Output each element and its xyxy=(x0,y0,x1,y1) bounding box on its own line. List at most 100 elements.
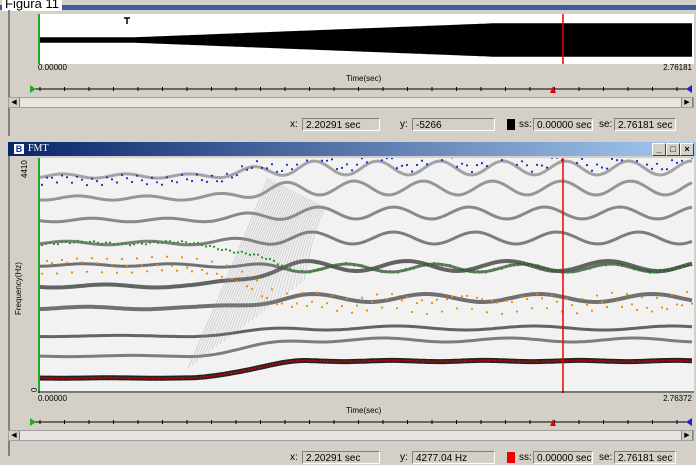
maximize-button[interactable]: □ xyxy=(666,143,680,156)
formant-point xyxy=(173,242,175,244)
formant-point xyxy=(689,263,691,265)
formant-point xyxy=(86,271,88,273)
formant-point xyxy=(646,307,648,309)
formant-point xyxy=(573,271,575,273)
formant-point xyxy=(542,360,544,362)
formant-point xyxy=(629,266,631,268)
formant-point xyxy=(308,360,310,362)
formant-point xyxy=(481,162,483,164)
formant-point xyxy=(104,377,106,379)
formant-point xyxy=(485,359,487,361)
formant-point xyxy=(326,360,328,362)
minimize-button[interactable]: _ xyxy=(652,143,666,156)
y-label: y: xyxy=(400,119,408,130)
formant-point xyxy=(599,360,601,362)
scroll-right[interactable]: ▶ xyxy=(681,431,693,440)
formant-point xyxy=(186,266,188,268)
formant-point xyxy=(616,300,618,302)
formant-point xyxy=(311,360,313,362)
formant-point xyxy=(501,313,503,315)
formant-point xyxy=(445,264,447,266)
formant-point xyxy=(657,270,659,272)
formant-point xyxy=(196,173,198,175)
formant-point xyxy=(449,360,451,362)
formant-point xyxy=(41,273,43,275)
formant-point xyxy=(126,177,128,179)
formant-point xyxy=(651,310,653,312)
formant-point xyxy=(426,313,428,315)
formant-point xyxy=(521,262,523,264)
formant-point xyxy=(206,181,208,183)
scrollbar[interactable]: ◀▶ xyxy=(8,430,694,441)
formant-point xyxy=(369,268,371,270)
formant-point xyxy=(417,265,419,267)
scrollbar[interactable]: ◀▶ xyxy=(8,97,694,108)
formant-point xyxy=(176,270,178,272)
formant-point xyxy=(465,269,467,271)
formant-point xyxy=(296,164,298,166)
formant-point xyxy=(617,360,619,362)
formant-point xyxy=(401,299,403,301)
formant-point xyxy=(593,266,595,268)
formant-point xyxy=(241,270,243,272)
formant-point xyxy=(272,363,274,365)
formant-point xyxy=(221,249,223,251)
formant-point xyxy=(289,268,291,270)
formant-point xyxy=(677,267,679,269)
formant-point xyxy=(66,176,68,178)
formant-point xyxy=(656,360,658,362)
formant-point xyxy=(649,272,651,274)
formant-point xyxy=(242,370,244,372)
formant-point xyxy=(546,307,548,309)
formant-point xyxy=(516,310,518,312)
end-marker xyxy=(686,85,692,93)
formant-point xyxy=(191,180,193,182)
formant-point xyxy=(446,360,448,362)
formant-point xyxy=(146,270,148,272)
formant-point xyxy=(251,368,253,370)
formant-point xyxy=(659,360,661,362)
formant-point xyxy=(647,360,649,362)
formant-point xyxy=(590,360,592,362)
formant-point xyxy=(527,361,529,363)
formant-point xyxy=(73,241,75,243)
formant-point xyxy=(110,377,112,379)
formant-point xyxy=(581,359,583,361)
formant-point xyxy=(166,256,168,258)
formant-point xyxy=(433,262,435,264)
formant-point xyxy=(299,360,301,362)
formant-point xyxy=(531,171,533,173)
formant-point xyxy=(345,262,347,264)
formant-point xyxy=(253,253,255,255)
formant-point xyxy=(185,241,187,243)
formant-point xyxy=(470,360,472,362)
formant-point xyxy=(576,162,578,164)
formant-point xyxy=(329,265,331,267)
formant-point xyxy=(254,367,256,369)
formant-point xyxy=(122,377,124,379)
formant-point xyxy=(257,367,259,369)
formant-point xyxy=(269,258,271,260)
formant-point xyxy=(179,377,181,379)
close-button[interactable]: × xyxy=(680,143,694,156)
formant-point xyxy=(566,298,568,300)
scroll-left[interactable]: ◀ xyxy=(9,98,20,107)
scroll-right[interactable]: ▶ xyxy=(681,98,693,107)
formant-point xyxy=(51,177,53,179)
color-swatch xyxy=(507,119,515,130)
formant-point xyxy=(248,369,250,371)
scroll-left[interactable]: ◀ xyxy=(9,431,20,440)
formant-point xyxy=(146,183,148,185)
formant-point xyxy=(541,297,543,299)
formant-point xyxy=(46,260,48,262)
formant-point xyxy=(263,365,265,367)
formant-point xyxy=(681,304,683,306)
formant-point xyxy=(284,361,286,363)
formant-point xyxy=(256,279,258,281)
formant-point xyxy=(531,307,533,309)
formant-point xyxy=(494,359,496,361)
formant-point xyxy=(635,360,637,362)
formant-point xyxy=(151,177,153,179)
formant-point xyxy=(389,270,391,272)
formant-point xyxy=(511,301,513,303)
